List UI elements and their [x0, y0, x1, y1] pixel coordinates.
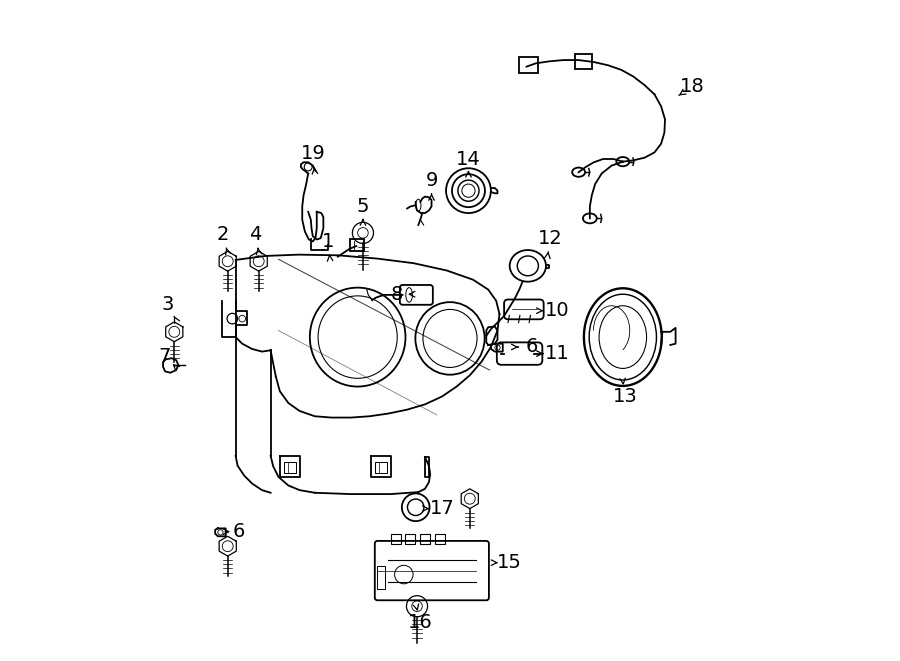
Bar [284, 463, 296, 473]
Text: 18: 18 [680, 77, 705, 96]
Text: 7: 7 [159, 348, 171, 366]
Text: 16: 16 [408, 613, 433, 631]
Bar [391, 533, 401, 543]
Bar [420, 533, 430, 543]
Text: 10: 10 [544, 301, 569, 320]
Bar [350, 239, 365, 251]
Text: 6: 6 [526, 338, 538, 356]
Text: 6: 6 [233, 522, 245, 541]
Text: 11: 11 [544, 344, 569, 363]
Text: 9: 9 [426, 171, 437, 190]
Bar [377, 566, 385, 589]
Text: 5: 5 [356, 197, 369, 216]
Bar [436, 533, 446, 543]
Text: 2: 2 [216, 225, 229, 245]
Text: 14: 14 [456, 149, 481, 169]
Text: 12: 12 [538, 229, 562, 248]
Text: 8: 8 [391, 285, 403, 303]
Bar [405, 533, 415, 543]
Text: 13: 13 [612, 387, 637, 406]
Text: 15: 15 [497, 553, 522, 572]
Text: 3: 3 [161, 295, 174, 313]
Text: 17: 17 [429, 499, 454, 518]
Text: 19: 19 [301, 144, 325, 163]
Text: 1: 1 [322, 232, 334, 251]
Bar [374, 463, 387, 473]
Text: 4: 4 [249, 225, 262, 245]
